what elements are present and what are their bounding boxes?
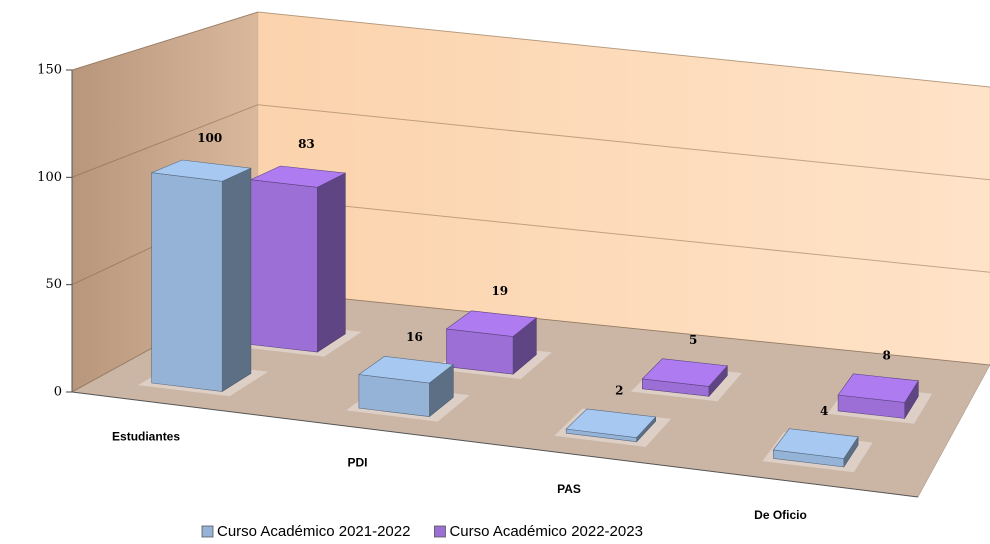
value-label: 100 bbox=[197, 131, 222, 145]
grid-line bbox=[71, 11, 990, 88]
value-label: 8 bbox=[882, 349, 890, 363]
bar bbox=[630, 358, 742, 402]
bar bbox=[346, 355, 470, 422]
bar-top bbox=[358, 355, 455, 384]
y-tick-label: 50 bbox=[45, 277, 62, 292]
legend-swatch bbox=[434, 525, 446, 538]
bar-top bbox=[249, 165, 347, 188]
bar bbox=[827, 373, 933, 424]
x-tick-label: PAS bbox=[557, 482, 581, 496]
bar bbox=[554, 408, 672, 447]
y-tick-label: 0 bbox=[54, 385, 62, 400]
grid-line bbox=[71, 104, 990, 181]
value-label: 83 bbox=[298, 137, 315, 151]
value-label: 19 bbox=[491, 284, 508, 298]
bar-top bbox=[772, 428, 859, 459]
legend-label: Curso Académico 2022-2023 bbox=[449, 523, 642, 540]
legend-swatch bbox=[201, 525, 214, 538]
bar-front bbox=[446, 328, 514, 375]
x-tick-label: Estudiantes bbox=[112, 429, 180, 443]
bar-front bbox=[151, 172, 223, 392]
bar bbox=[237, 165, 362, 357]
bar-front bbox=[250, 179, 318, 353]
bar bbox=[434, 310, 552, 379]
bar-top bbox=[641, 358, 728, 387]
bar-top bbox=[150, 159, 252, 182]
y-tick-label: 150 bbox=[37, 63, 62, 78]
x-tick-label: De Oficio bbox=[754, 508, 807, 522]
value-label: 5 bbox=[689, 333, 697, 347]
x-axis bbox=[71, 391, 919, 498]
bar-side bbox=[221, 167, 252, 393]
value-label: 16 bbox=[406, 330, 423, 344]
bar bbox=[138, 159, 269, 397]
y-tick-label: 100 bbox=[37, 170, 62, 185]
legend-label: Curso Académico 2021-2022 bbox=[217, 523, 410, 540]
bar bbox=[762, 428, 873, 473]
bar-top bbox=[565, 408, 657, 438]
x-tick-label: PDI bbox=[348, 456, 368, 470]
value-label: 4 bbox=[820, 404, 828, 418]
bar-top bbox=[445, 310, 538, 337]
bar-top bbox=[837, 373, 919, 403]
bar-side bbox=[316, 172, 346, 353]
value-label: 2 bbox=[615, 384, 623, 398]
